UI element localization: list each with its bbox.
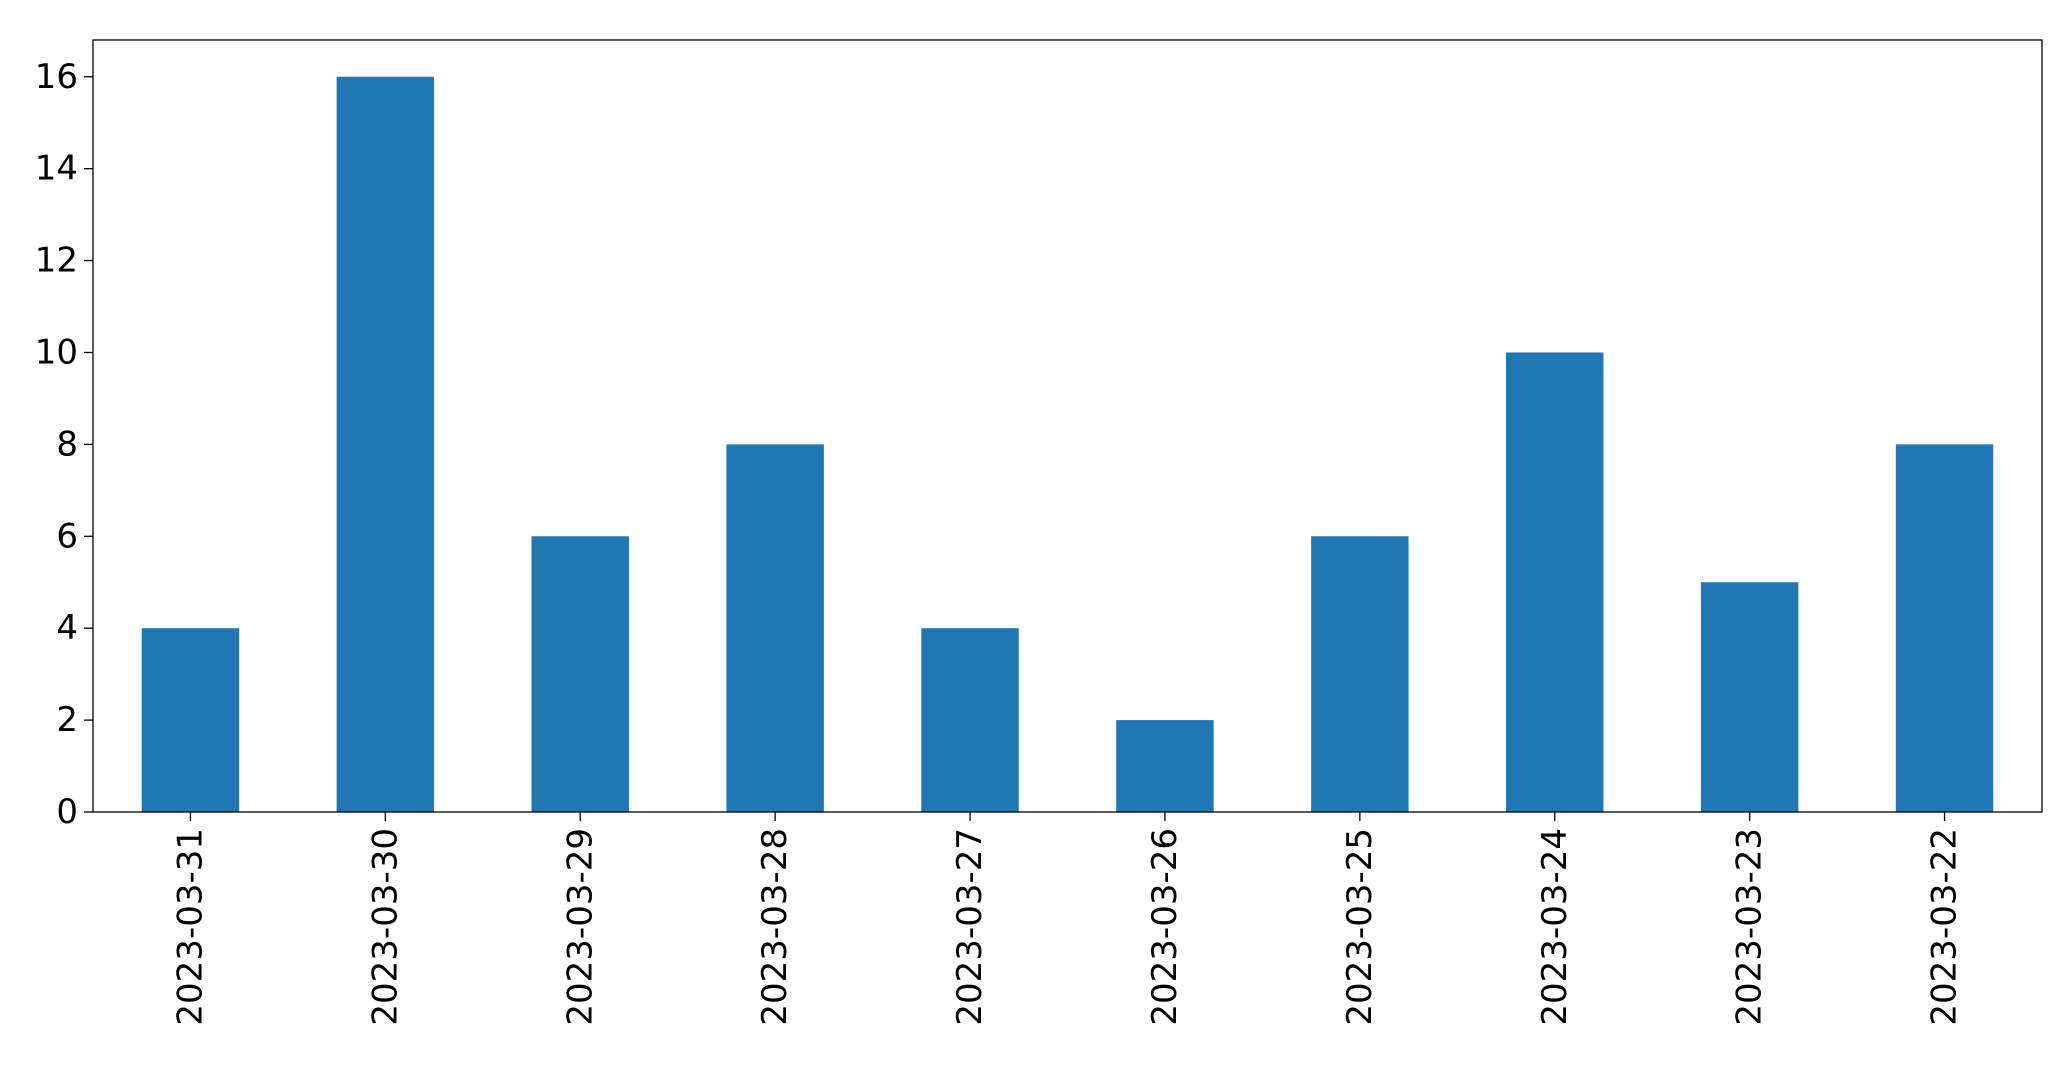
bar — [1311, 536, 1409, 812]
bar — [1506, 352, 1604, 812]
x-tick-label: 2023-03-26 — [1145, 828, 1185, 1026]
bar — [1700, 582, 1799, 812]
x-tick-label: 2023-03-22 — [1925, 828, 1965, 1026]
bar — [531, 536, 629, 812]
x-tick-label: 2023-03-31 — [170, 828, 210, 1026]
bar — [1116, 720, 1214, 812]
y-tick-label: 8 — [56, 424, 78, 464]
y-tick-label: 0 — [56, 792, 78, 832]
y-tick-label: 10 — [35, 332, 78, 372]
y-tick-label: 14 — [35, 149, 78, 189]
bar — [921, 628, 1019, 812]
x-tick-label: 2023-03-25 — [1340, 828, 1380, 1026]
x-tick-label: 2023-03-30 — [365, 828, 405, 1026]
y-tick-label: 16 — [35, 57, 78, 97]
bar — [726, 444, 824, 812]
x-tick-label: 2023-03-29 — [560, 828, 600, 1026]
plot-frame — [92, 39, 2043, 813]
bar — [1895, 444, 1994, 812]
y-tick-label: 12 — [35, 241, 78, 281]
x-tick-label: 2023-03-27 — [950, 828, 990, 1026]
bar — [141, 628, 240, 812]
x-tick-label: 2023-03-23 — [1730, 828, 1770, 1026]
y-tick-label: 2 — [56, 700, 78, 740]
x-tick-label: 2023-03-24 — [1535, 828, 1575, 1026]
y-tick-label: 4 — [56, 608, 78, 648]
y-tick-label: 6 — [56, 516, 78, 556]
x-tick-label: 2023-03-28 — [755, 828, 795, 1026]
bar — [336, 76, 435, 812]
